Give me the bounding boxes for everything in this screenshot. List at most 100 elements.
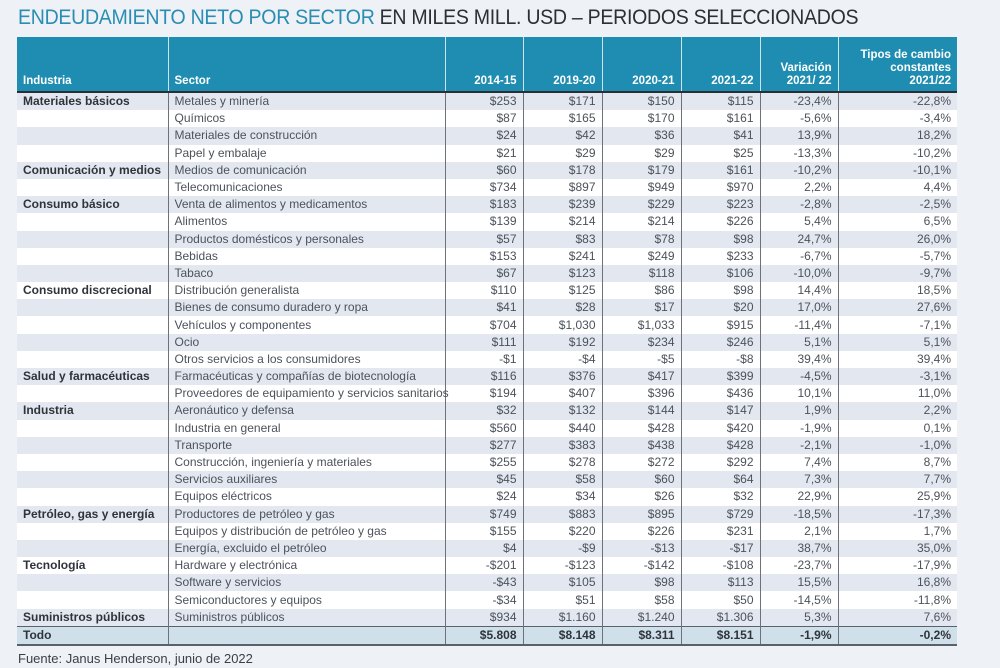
value-2014-15: $153 xyxy=(444,247,523,265)
table-row: Transporte $277 $383 $438 $428 -2,1% -1,0% xyxy=(17,436,957,454)
value-2020-21: $226 xyxy=(601,522,681,540)
total-sector xyxy=(167,625,445,646)
value-2014-15: $560 xyxy=(444,419,523,437)
value-2020-21: -$142 xyxy=(601,557,681,575)
variation-cell: -5,6% xyxy=(759,110,838,128)
value-2020-21: $234 xyxy=(601,333,681,351)
table-row: Ocio $111 $192 $234 $246 5,1% 5,1% xyxy=(17,333,957,351)
variation-cell: 5,4% xyxy=(759,213,838,231)
value-2019-20: $383 xyxy=(522,436,602,454)
value-2019-20: $214 xyxy=(522,213,602,231)
industry-cell xyxy=(17,178,168,197)
table-row: Semiconductores y equipos -$34 $51 $58 $50 -1… xyxy=(17,591,957,609)
value-2019-20: $376 xyxy=(522,368,602,386)
sector-cell: Telecomunicaciones xyxy=(167,178,445,197)
sector-cell: Otros servicios a los consumidores xyxy=(167,350,445,368)
constant-fx-cell: 8,7% xyxy=(837,453,957,472)
constant-fx-cell: 25,9% xyxy=(837,488,957,506)
industry-cell xyxy=(17,299,168,317)
value-2014-15: $87 xyxy=(444,110,523,128)
variation-cell: -11,4% xyxy=(759,316,838,334)
sector-cell: Construcción, ingeniería y materiales xyxy=(167,453,445,472)
value-2021-22: $226 xyxy=(680,213,760,231)
constant-fx-cell: -10,2% xyxy=(837,144,957,162)
value-2021-22: $161 xyxy=(680,161,760,179)
value-2021-22: $98 xyxy=(680,230,760,248)
value-2021-22: $231 xyxy=(680,522,760,540)
variation-cell: -6,7% xyxy=(759,247,838,265)
sector-cell: Bienes de consumo duradero y ropa xyxy=(167,299,445,317)
value-2014-15: $139 xyxy=(444,213,523,231)
sector-cell: Vehículos y componentes xyxy=(167,316,445,334)
value-2019-20: $239 xyxy=(522,196,602,214)
value-2019-20: $125 xyxy=(522,282,602,300)
value-2019-20: $29 xyxy=(522,144,602,162)
sector-cell: Productores de petróleo y gas xyxy=(167,505,445,523)
table-row: Petróleo, gas y energía Productores de pe… xyxy=(17,505,957,523)
variation-cell: 2,1% xyxy=(759,522,838,540)
value-2020-21: $78 xyxy=(601,230,681,248)
constant-fx-cell: -22,8% xyxy=(837,90,957,111)
sector-cell: Químicos xyxy=(167,110,445,128)
industry-cell xyxy=(17,333,168,351)
value-2021-22: $246 xyxy=(680,333,760,351)
value-2021-22: -$8 xyxy=(680,350,760,368)
value-2014-15: $116 xyxy=(444,368,523,386)
constant-fx-cell: 5,1% xyxy=(837,333,957,351)
variation-cell: -1,9% xyxy=(759,419,838,437)
constant-fx-cell: -7,1% xyxy=(837,316,957,334)
sector-cell: Transporte xyxy=(167,436,445,454)
sector-cell: Software y servicios xyxy=(167,574,445,592)
debt-by-sector-table: Industria Sector 2014-15 2019-20 2020-21… xyxy=(17,37,957,646)
table-row: Proveedores de equipamiento y servicios … xyxy=(17,385,957,403)
header-industria: Industria xyxy=(17,37,168,92)
sector-cell: Energía, excluido el petróleo xyxy=(167,539,445,558)
table-row: Productos domésticos y personales $57 $83 $… xyxy=(17,230,957,248)
industry-cell xyxy=(17,591,168,609)
value-2014-15: -$1 xyxy=(444,350,523,368)
value-2019-20: $241 xyxy=(522,247,602,265)
value-2019-20: $278 xyxy=(522,453,602,472)
value-2021-22: $20 xyxy=(680,299,760,317)
value-2020-21: $249 xyxy=(601,247,681,265)
value-2019-20: -$123 xyxy=(522,557,602,575)
header-tipos-cambio: Tipos de cambio constantes 2021/22 xyxy=(837,37,957,92)
value-2019-20: -$4 xyxy=(522,350,602,368)
constant-fx-cell: 7,7% xyxy=(837,471,957,489)
value-2019-20: $132 xyxy=(522,402,602,420)
sector-cell: Alimentos xyxy=(167,213,445,231)
value-2019-20: $58 xyxy=(522,471,602,489)
value-2014-15: $21 xyxy=(444,144,523,162)
value-2020-21: $36 xyxy=(601,127,681,145)
constant-fx-cell: -17,9% xyxy=(837,557,957,575)
industry-cell xyxy=(17,213,168,231)
value-2014-15: $734 xyxy=(444,178,523,197)
constant-fx-cell: 35,0% xyxy=(837,539,957,558)
variation-cell: 2,2% xyxy=(759,178,838,197)
value-2021-22: $915 xyxy=(680,316,760,334)
value-2020-21: $396 xyxy=(601,385,681,403)
variation-cell: 5,1% xyxy=(759,333,838,351)
value-2014-15: -$201 xyxy=(444,557,523,575)
variation-cell: -10,0% xyxy=(759,264,838,283)
table-row: Químicos $87 $165 $170 $161 -5,6% -3,4% xyxy=(17,110,957,128)
industry-cell xyxy=(17,144,168,162)
value-2019-20: $51 xyxy=(522,591,602,609)
variation-cell: 1,9% xyxy=(759,402,838,420)
value-2020-21: $1.240 xyxy=(601,608,681,627)
value-2019-20: $1,030 xyxy=(522,316,602,334)
value-2021-22: $233 xyxy=(680,247,760,265)
value-2020-21: $118 xyxy=(601,264,681,283)
constant-fx-cell: 6,5% xyxy=(837,213,957,231)
constant-fx-cell: -1,0% xyxy=(837,436,957,454)
title-highlight: ENDEUDAMIENTO NETO POR SECTOR xyxy=(18,6,375,29)
variation-cell: 13,9% xyxy=(759,127,838,145)
value-2014-15: $45 xyxy=(444,471,523,489)
industry-cell xyxy=(17,522,168,540)
sector-cell: Suministros públicos xyxy=(167,608,445,627)
sector-cell: Papel y embalaje xyxy=(167,144,445,162)
table-row: Suministros públicos Suministros públicos… xyxy=(17,608,957,627)
constant-fx-cell: 39,4% xyxy=(837,350,957,368)
table-row: Equipos y distribución de petróleo y gas… xyxy=(17,522,957,540)
value-2021-22: -$108 xyxy=(680,557,760,575)
